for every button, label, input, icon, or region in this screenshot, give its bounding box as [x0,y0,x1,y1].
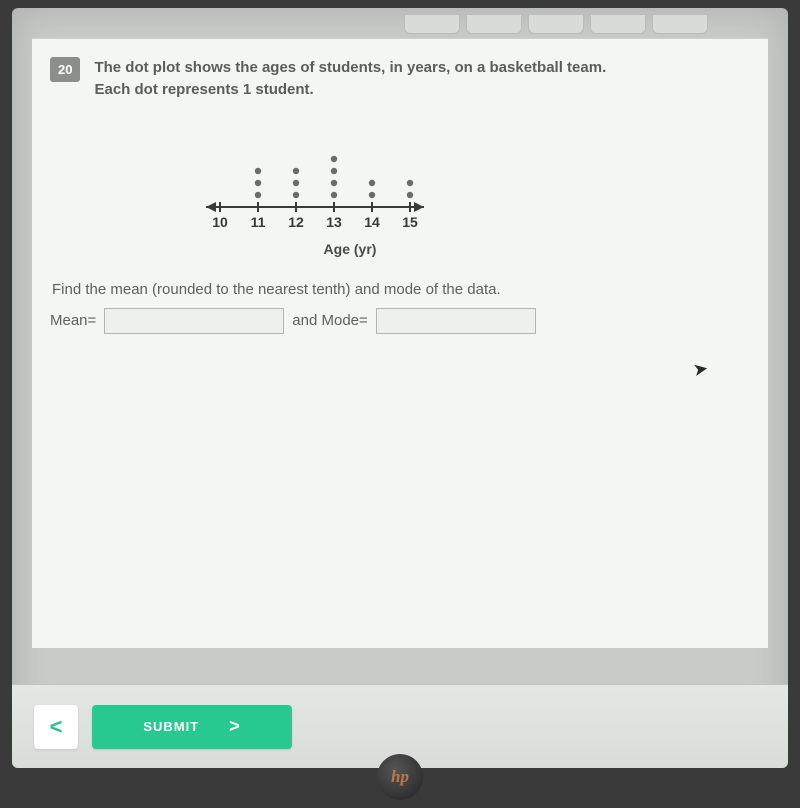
laptop-brand-badge: hp [377,754,423,800]
subprompt-text: Find the mean (rounded to the nearest te… [52,281,740,298]
question-line-1: The dot plot shows the ages of students,… [94,59,606,76]
x-axis-label: Age (yr) [200,241,500,257]
dot-plot-svg: 10 11 12 13 14 15 [200,129,480,239]
svg-text:12: 12 [288,214,304,230]
tab-stub [528,14,584,34]
tab-stub [652,14,708,34]
mode-label: and Mode= [292,312,367,329]
tab-stub [404,14,460,34]
svg-text:15: 15 [402,214,418,230]
mean-label: Mean= [50,312,96,329]
question-card: 20 The dot plot shows the ages of studen… [32,38,768,648]
svg-text:10: 10 [212,214,228,230]
mean-input[interactable] [104,308,284,334]
tab-stub [590,14,646,34]
monitor-screen: 20 The dot plot shows the ages of studen… [12,8,788,768]
submit-button[interactable]: SUBMIT > [92,705,292,749]
question-line-2: Each dot represents 1 student. [94,81,313,98]
question-text: The dot plot shows the ages of students,… [94,57,606,101]
svg-text:13: 13 [326,214,342,230]
chevron-left-icon: < [50,714,63,739]
mouse-cursor-icon: ➤ [691,358,710,381]
svg-text:14: 14 [364,214,380,230]
chevron-right-icon: > [229,716,241,737]
previous-button[interactable]: < [34,705,78,749]
submit-label: SUBMIT [143,719,199,734]
question-number-badge: 20 [50,57,80,82]
dot-plot: 10 11 12 13 14 15 Age (yr) [200,129,500,257]
tab-stub [466,14,522,34]
svg-text:11: 11 [251,214,266,230]
brand-text: hp [391,767,409,787]
answer-row: Mean= and Mode= [50,308,740,334]
browser-tab-stubs [404,14,708,34]
mode-input[interactable] [376,308,536,334]
question-header: 20 The dot plot shows the ages of studen… [50,57,740,101]
